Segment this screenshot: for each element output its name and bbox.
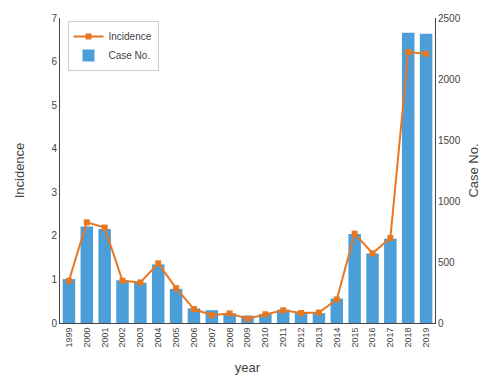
svg-text:Case No.: Case No. — [109, 50, 151, 61]
svg-text:2000: 2000 — [438, 74, 461, 85]
svg-text:2011: 2011 — [278, 328, 288, 347]
svg-text:500: 500 — [438, 257, 455, 268]
svg-text:Case No.: Case No. — [466, 143, 481, 197]
svg-text:2007: 2007 — [207, 328, 217, 348]
svg-text:2001: 2001 — [100, 328, 110, 348]
svg-text:2017: 2017 — [385, 328, 395, 348]
svg-text:Incidence: Incidence — [12, 143, 27, 199]
svg-text:2010: 2010 — [260, 328, 270, 348]
svg-text:Incidence: Incidence — [109, 31, 152, 42]
svg-text:2013: 2013 — [314, 328, 324, 348]
svg-text:2003: 2003 — [135, 328, 145, 348]
svg-text:2008: 2008 — [225, 328, 235, 348]
svg-text:2500: 2500 — [438, 13, 461, 24]
svg-text:2018: 2018 — [403, 328, 413, 348]
svg-text:5: 5 — [51, 100, 57, 111]
svg-text:2016: 2016 — [367, 328, 377, 348]
svg-text:2004: 2004 — [153, 328, 163, 348]
svg-text:3: 3 — [51, 187, 57, 198]
svg-text:0: 0 — [51, 318, 57, 329]
svg-text:1500: 1500 — [438, 135, 461, 146]
svg-text:2015: 2015 — [350, 328, 360, 348]
svg-text:1999: 1999 — [64, 328, 74, 348]
svg-text:2014: 2014 — [332, 328, 342, 348]
svg-text:2019: 2019 — [421, 328, 431, 348]
svg-text:2002: 2002 — [117, 328, 127, 348]
svg-text:0: 0 — [438, 318, 444, 329]
svg-text:2005: 2005 — [171, 328, 181, 348]
svg-text:2012: 2012 — [296, 328, 306, 348]
svg-text:1: 1 — [51, 274, 57, 285]
svg-text:6: 6 — [51, 56, 57, 67]
svg-text:7: 7 — [51, 13, 57, 24]
svg-text:2: 2 — [51, 230, 57, 241]
svg-text:year: year — [235, 360, 261, 375]
svg-text:1000: 1000 — [438, 196, 461, 207]
svg-text:2009: 2009 — [242, 328, 252, 348]
svg-text:2006: 2006 — [189, 328, 199, 348]
svg-text:4: 4 — [51, 143, 57, 154]
svg-text:2000: 2000 — [82, 328, 92, 348]
